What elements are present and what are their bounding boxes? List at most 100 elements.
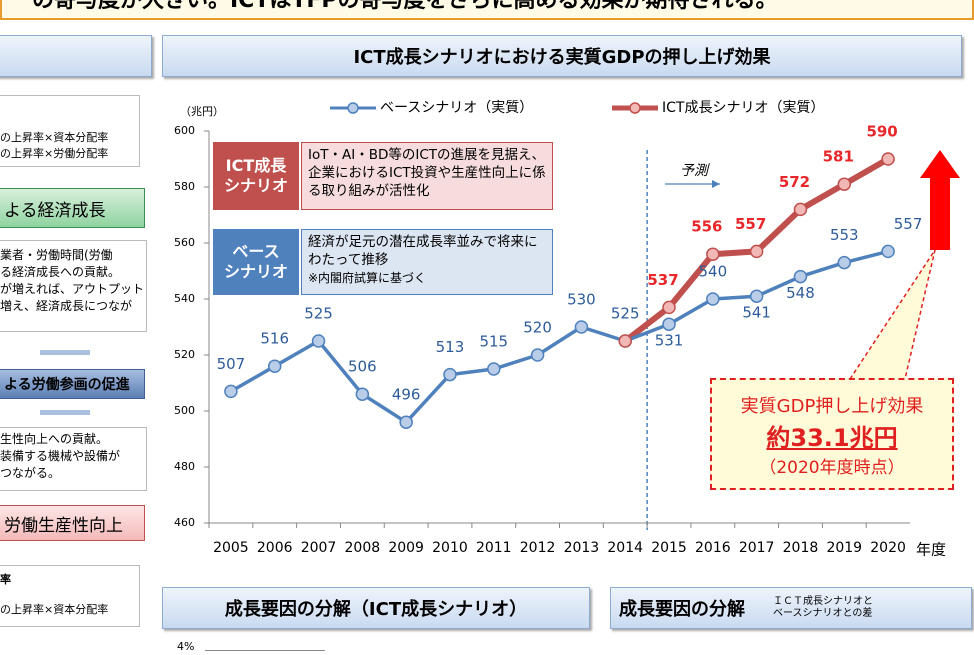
data-label: 581 bbox=[823, 148, 854, 166]
x-tick-label: 2017 bbox=[739, 540, 775, 556]
text: 率 bbox=[0, 573, 11, 586]
y-tick-label: 480 bbox=[174, 460, 195, 473]
x-tick-label: 2015 bbox=[651, 540, 687, 556]
data-label: 556 bbox=[691, 218, 722, 236]
callout-pointer bbox=[848, 249, 936, 380]
scenario-note: ※内閣府試算に基づく bbox=[308, 271, 427, 285]
data-label: 590 bbox=[866, 123, 897, 141]
left-box bbox=[0, 240, 147, 332]
axis bbox=[205, 650, 325, 651]
y-tick-label: 460 bbox=[174, 516, 195, 529]
marker bbox=[574, 320, 589, 334]
arrow bbox=[40, 410, 90, 415]
marker bbox=[618, 334, 632, 348]
data-label: 506 bbox=[348, 358, 377, 376]
left-box bbox=[0, 565, 140, 627]
marker bbox=[267, 359, 282, 373]
y-tick-label: 520 bbox=[174, 348, 195, 361]
data-label: 537 bbox=[647, 271, 678, 289]
scenario-label: ICT成長 シナリオ bbox=[213, 142, 299, 210]
marker bbox=[530, 348, 545, 362]
left-box bbox=[0, 427, 147, 491]
callout-value: 約33.1兆円 bbox=[766, 424, 898, 452]
data-label: 496 bbox=[392, 386, 421, 404]
data-label: 525 bbox=[611, 305, 640, 323]
marker bbox=[881, 244, 895, 259]
scenario-text: IoT・AI・BD等のICTの進展を見据え、企業におけるICT投資や生産性向上に… bbox=[301, 142, 553, 210]
scenario-text: 経済が足元の潜在成長率並みで将来にわたって推移 bbox=[308, 234, 538, 268]
text: の上昇率×労働分配率 bbox=[0, 147, 109, 160]
marker bbox=[793, 202, 808, 217]
marker bbox=[311, 334, 326, 348]
callout-text: 実質GDP押し上げ効果 bbox=[740, 396, 924, 417]
blue-box: よる労働参画の促進 bbox=[0, 369, 145, 399]
forecast-label: 予測 bbox=[680, 163, 710, 179]
left-header bbox=[0, 35, 152, 77]
callout: 実質GDP押し上げ効果 約33.1兆円 （2020年度時点） bbox=[710, 378, 954, 490]
x-tick-label: 2011 bbox=[476, 540, 512, 556]
y-tick-label: 560 bbox=[174, 236, 195, 249]
y-unit: （兆円） bbox=[180, 105, 224, 118]
marker bbox=[399, 415, 413, 429]
data-label: 557 bbox=[894, 215, 923, 233]
text: の上昇率×資本分配率 bbox=[0, 131, 109, 144]
data-label: 541 bbox=[742, 304, 771, 322]
red-box: 労働生産性向上 bbox=[0, 505, 145, 541]
x-tick-label: 2016 bbox=[695, 540, 731, 556]
data-label: 553 bbox=[830, 226, 859, 244]
marker bbox=[706, 247, 720, 261]
text: 業者・労働時間(労働 bbox=[0, 248, 113, 262]
callout-text: （2020年度時点） bbox=[759, 458, 905, 478]
x-tick-label: 2010 bbox=[432, 540, 468, 556]
marker bbox=[881, 152, 895, 166]
data-label: 557 bbox=[735, 215, 766, 233]
axis-label: 4% bbox=[177, 640, 195, 653]
data-label: 515 bbox=[479, 333, 508, 351]
data-label: 507 bbox=[217, 355, 246, 373]
marker bbox=[443, 367, 457, 382]
x-tick-label: 2020 bbox=[870, 540, 906, 556]
marker bbox=[706, 292, 720, 306]
marker bbox=[749, 289, 764, 303]
forecast-arrow-head bbox=[712, 180, 720, 188]
text: 生性向上への貢献。 bbox=[0, 432, 109, 446]
banner: の寄与度が大きい。ICTはTFPの寄与度をさらに高める効果が期待される。 bbox=[0, 0, 974, 20]
marker bbox=[793, 269, 808, 284]
x-tick-label: 2005 bbox=[213, 540, 249, 556]
text: つながる。 bbox=[0, 466, 61, 480]
data-label: 540 bbox=[699, 263, 728, 281]
section-header: 成長要因の分解 ＩＣＴ成長シナリオと ベースシナリオとの差 bbox=[610, 587, 972, 629]
marker bbox=[662, 317, 676, 331]
note: ベースシナリオとの差 bbox=[773, 608, 873, 619]
x-tick-label: 2006 bbox=[257, 540, 293, 556]
x-tick-label: 2008 bbox=[345, 540, 381, 556]
text: 増え、経済成長につなが bbox=[0, 299, 133, 313]
text: 装備する機械や設備が bbox=[0, 449, 121, 463]
data-label: 572 bbox=[779, 173, 810, 191]
data-label: 548 bbox=[786, 284, 815, 302]
marker bbox=[837, 255, 852, 270]
text: る経済成長への貢献。 bbox=[0, 265, 121, 279]
up-arrow bbox=[920, 150, 960, 250]
scenario-label: ベース シナリオ bbox=[213, 229, 299, 295]
section-title: 成長要因の分解 bbox=[619, 599, 745, 620]
x-tick-label: 2018 bbox=[783, 540, 819, 556]
marker bbox=[749, 244, 764, 259]
marker bbox=[837, 177, 852, 191]
data-label: 530 bbox=[567, 291, 596, 309]
arrow bbox=[40, 350, 90, 355]
scenario-box: 経済が足元の潜在成長率並みで将来にわたって推移 ※内閣府試算に基づく bbox=[301, 229, 553, 295]
y-tick-label: 600 bbox=[174, 124, 195, 137]
series-line bbox=[230, 249, 889, 424]
x-tick-label: 2019 bbox=[826, 540, 862, 556]
x-tick-label: 2012 bbox=[520, 540, 556, 556]
x-tick-label: 2014 bbox=[607, 540, 643, 556]
green-box: よる経済成長 bbox=[0, 188, 145, 228]
x-unit: 年度 bbox=[916, 541, 946, 559]
legend-marker bbox=[347, 102, 359, 114]
marker bbox=[355, 387, 370, 401]
text: が増えれば、アウトプット bbox=[0, 282, 145, 296]
legend-label: ICT成長シナリオ（実質） bbox=[662, 100, 824, 116]
data-label: 513 bbox=[436, 338, 465, 356]
